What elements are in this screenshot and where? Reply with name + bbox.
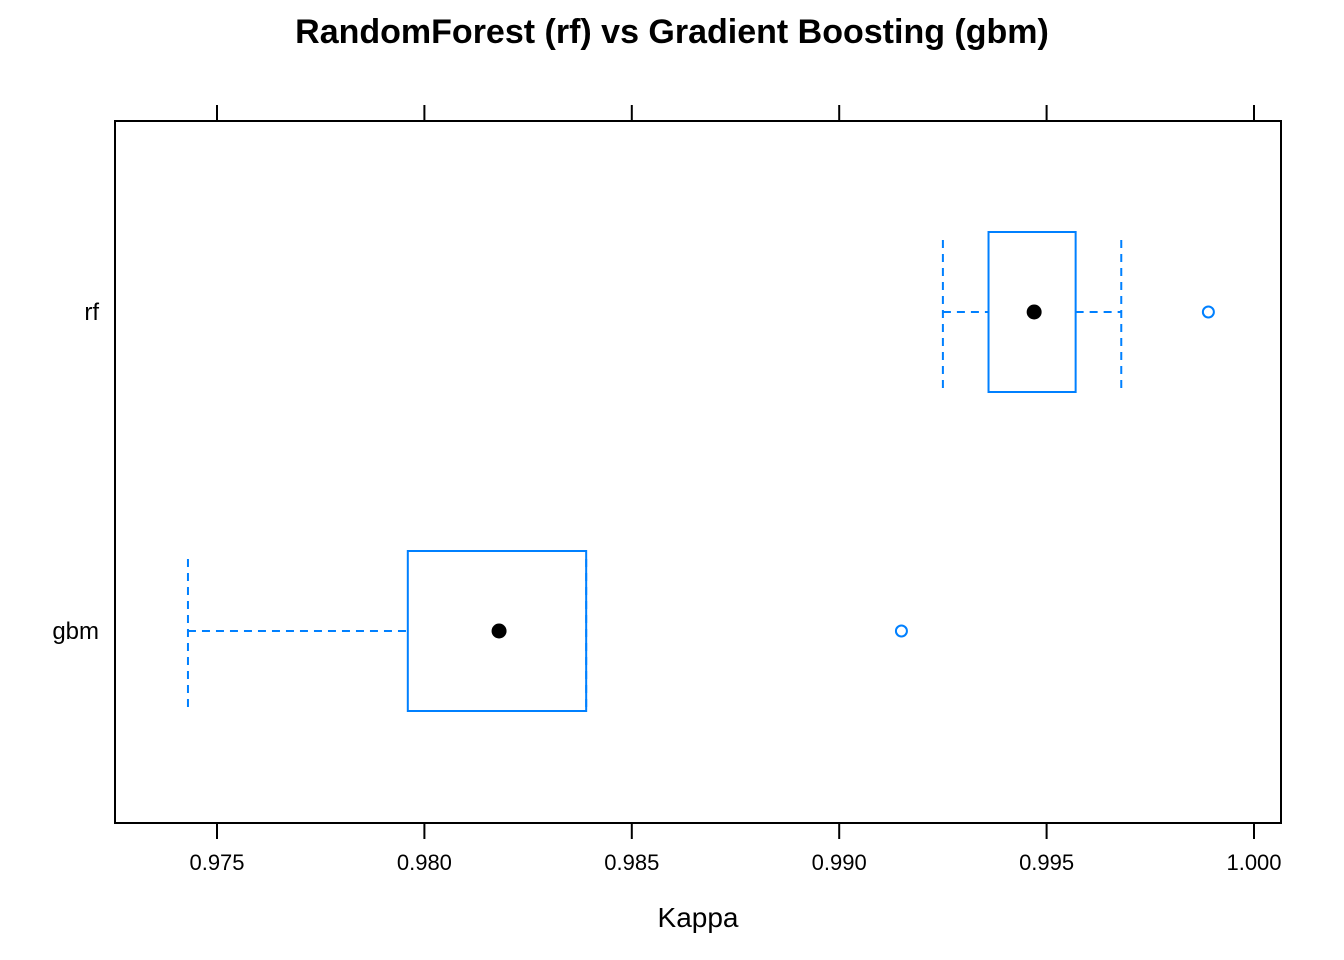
x-tick-label: 0.975 [189, 850, 244, 875]
x-tick-label: 1.000 [1226, 850, 1281, 875]
outlier-point [1201, 305, 1215, 319]
chart-title: RandomForest (rf) vs Gradient Boosting (… [295, 13, 1049, 51]
category-label: gbm [52, 618, 99, 645]
x-tick-label: 0.990 [812, 850, 867, 875]
box-rf [941, 231, 1215, 393]
top-axis [216, 105, 1255, 121]
x-tick-label: 0.980 [397, 850, 452, 875]
x-tick-label: 0.985 [604, 850, 659, 875]
median-point [1026, 304, 1042, 320]
iqr-box [406, 550, 588, 712]
iqr-box [987, 231, 1077, 393]
boxes-layer [186, 231, 1215, 712]
box-gbm [186, 550, 908, 712]
x-axis-title: Kappa [658, 902, 739, 933]
median-point [491, 623, 507, 639]
bottom-axis: 0.975 0.980 0.985 0.990 0.995 1.000 [189, 823, 1282, 875]
category-label: rf [84, 299, 99, 326]
x-tick-label: 0.995 [1019, 850, 1074, 875]
plot-frame [114, 120, 1282, 824]
outlier-point [894, 624, 908, 638]
category-axis: rf gbm [52, 299, 99, 645]
